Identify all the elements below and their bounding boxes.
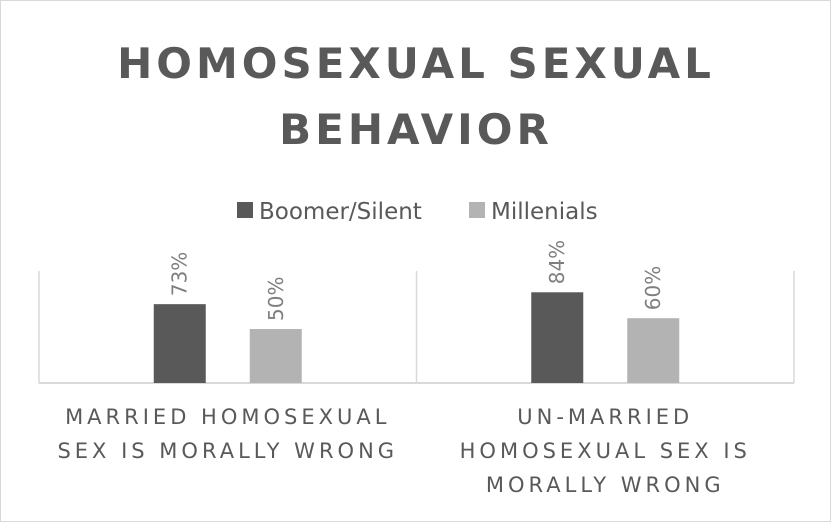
data-label: 60% bbox=[641, 266, 665, 310]
chart-title-line: HOMOSEXUAL SEXUAL bbox=[117, 39, 715, 88]
category-label-line: MARRIED HOMOSEXUAL bbox=[65, 405, 390, 429]
data-label: 73% bbox=[168, 252, 192, 296]
category-label-line: HOMOSEXUAL SEX IS bbox=[460, 439, 751, 463]
bar-millenials-2 bbox=[627, 318, 680, 383]
bar-millenials-1 bbox=[249, 329, 302, 383]
legend-label: Boomer/Silent bbox=[259, 199, 422, 225]
category-label-line: MORALLY WRONG bbox=[486, 473, 725, 497]
category-label-line: UN-MARRIED bbox=[517, 405, 693, 429]
data-label: 84% bbox=[545, 240, 569, 284]
legend-label: Millenials bbox=[491, 199, 598, 225]
legend-swatch-boomer-silent bbox=[237, 202, 253, 218]
data-label: 50% bbox=[264, 277, 288, 321]
bar-boomer-silent-2 bbox=[531, 292, 584, 383]
bar-boomer-silent-1 bbox=[153, 304, 206, 383]
legend-swatch-millenials bbox=[469, 202, 485, 218]
category-label-line: SEX IS MORALLY WRONG bbox=[57, 439, 398, 463]
chart-title-line: BEHAVIOR bbox=[279, 105, 553, 154]
